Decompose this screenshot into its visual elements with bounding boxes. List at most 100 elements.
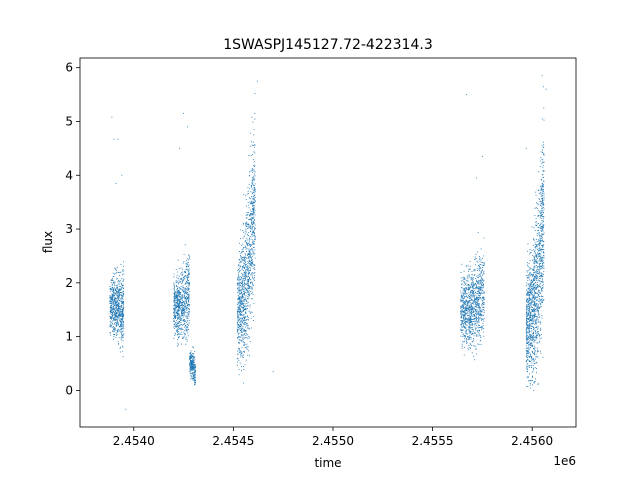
- data-point: [250, 259, 252, 261]
- data-point: [113, 292, 115, 294]
- data-point: [539, 263, 541, 264]
- data-point: [473, 321, 475, 322]
- data-point: [531, 288, 533, 290]
- data-point: [190, 369, 192, 371]
- data-point: [177, 294, 179, 296]
- data-point: [467, 329, 469, 331]
- data-point: [253, 234, 255, 236]
- data-point: [117, 296, 119, 298]
- data-point: [190, 374, 192, 376]
- data-point: [528, 308, 530, 310]
- data-point: [482, 290, 483, 292]
- data-point: [112, 289, 114, 291]
- data-point: [248, 270, 250, 272]
- data-point: [472, 310, 474, 312]
- data-point: [542, 249, 544, 251]
- data-point: [252, 242, 254, 244]
- data-point: [178, 303, 180, 305]
- data-point: [194, 384, 196, 386]
- data-point: [247, 187, 249, 189]
- data-point: [121, 335, 123, 337]
- data-point: [118, 282, 120, 284]
- data-point: [118, 280, 120, 282]
- data-point: [120, 323, 122, 325]
- data-point: [250, 317, 252, 319]
- data-point: [117, 317, 119, 318]
- data-point: [530, 354, 532, 356]
- data-point: [188, 287, 190, 289]
- data-point: [529, 290, 531, 292]
- data-point: [243, 324, 245, 326]
- data-point: [249, 171, 251, 173]
- data-point: [245, 271, 247, 273]
- data-point: [120, 289, 121, 291]
- data-point: [248, 226, 250, 228]
- data-point: [189, 371, 191, 373]
- data-point: [174, 304, 176, 306]
- data-point: [123, 292, 125, 294]
- data-point: [119, 294, 121, 296]
- data-point: [478, 265, 480, 267]
- data-point: [464, 323, 466, 324]
- data-point: [120, 286, 122, 287]
- data-point: [476, 335, 478, 337]
- data-point: [238, 350, 240, 352]
- data-point: [253, 189, 255, 191]
- data-point: [178, 331, 180, 333]
- data-point: [529, 283, 531, 285]
- data-point: [527, 332, 529, 334]
- data-point: [178, 281, 180, 283]
- data-point: [529, 286, 531, 288]
- data-point: [192, 359, 194, 361]
- data-point: [534, 347, 536, 349]
- data-point: [180, 313, 182, 315]
- data-point: [242, 326, 244, 328]
- data-point: [241, 329, 243, 331]
- data-point: [526, 377, 528, 379]
- data-point: [254, 264, 256, 266]
- data-point: [116, 325, 118, 327]
- data-point: [250, 264, 252, 266]
- data-point: [540, 265, 541, 267]
- data-point: [462, 341, 464, 343]
- data-point: [461, 280, 463, 282]
- data-point: [113, 317, 115, 319]
- data-point: [478, 321, 480, 323]
- data-point: [190, 352, 192, 354]
- data-point: [123, 308, 124, 310]
- data-point: [248, 280, 250, 282]
- data-point: [115, 292, 117, 294]
- data-point: [184, 294, 186, 296]
- data-point: [476, 286, 478, 287]
- data-point: [530, 345, 532, 347]
- data-point: [114, 328, 115, 330]
- data-point: [527, 347, 529, 349]
- data-point: [480, 298, 482, 300]
- data-point: [530, 292, 531, 294]
- data-point: [537, 333, 539, 335]
- data-point: [471, 322, 473, 324]
- data-point: [473, 277, 474, 279]
- data-point: [528, 344, 530, 345]
- data-point: [463, 311, 464, 313]
- data-point: [541, 208, 543, 210]
- data-point: [178, 289, 180, 291]
- data-point: [252, 231, 254, 233]
- data-point: [240, 351, 242, 353]
- data-point: [539, 238, 541, 239]
- data-point: [469, 313, 471, 315]
- data-point: [529, 273, 530, 275]
- data-point: [119, 315, 121, 317]
- data-point: [468, 285, 470, 286]
- data-point: [243, 307, 245, 309]
- data-point: [237, 285, 239, 286]
- data-point: [542, 278, 543, 280]
- data-point: [478, 258, 480, 260]
- data-point: [541, 301, 543, 303]
- data-point: [466, 340, 467, 342]
- data-point: [241, 258, 243, 259]
- data-point: [483, 298, 485, 300]
- data-point: [531, 362, 533, 364]
- data-point: [116, 323, 118, 325]
- data-point: [245, 228, 247, 230]
